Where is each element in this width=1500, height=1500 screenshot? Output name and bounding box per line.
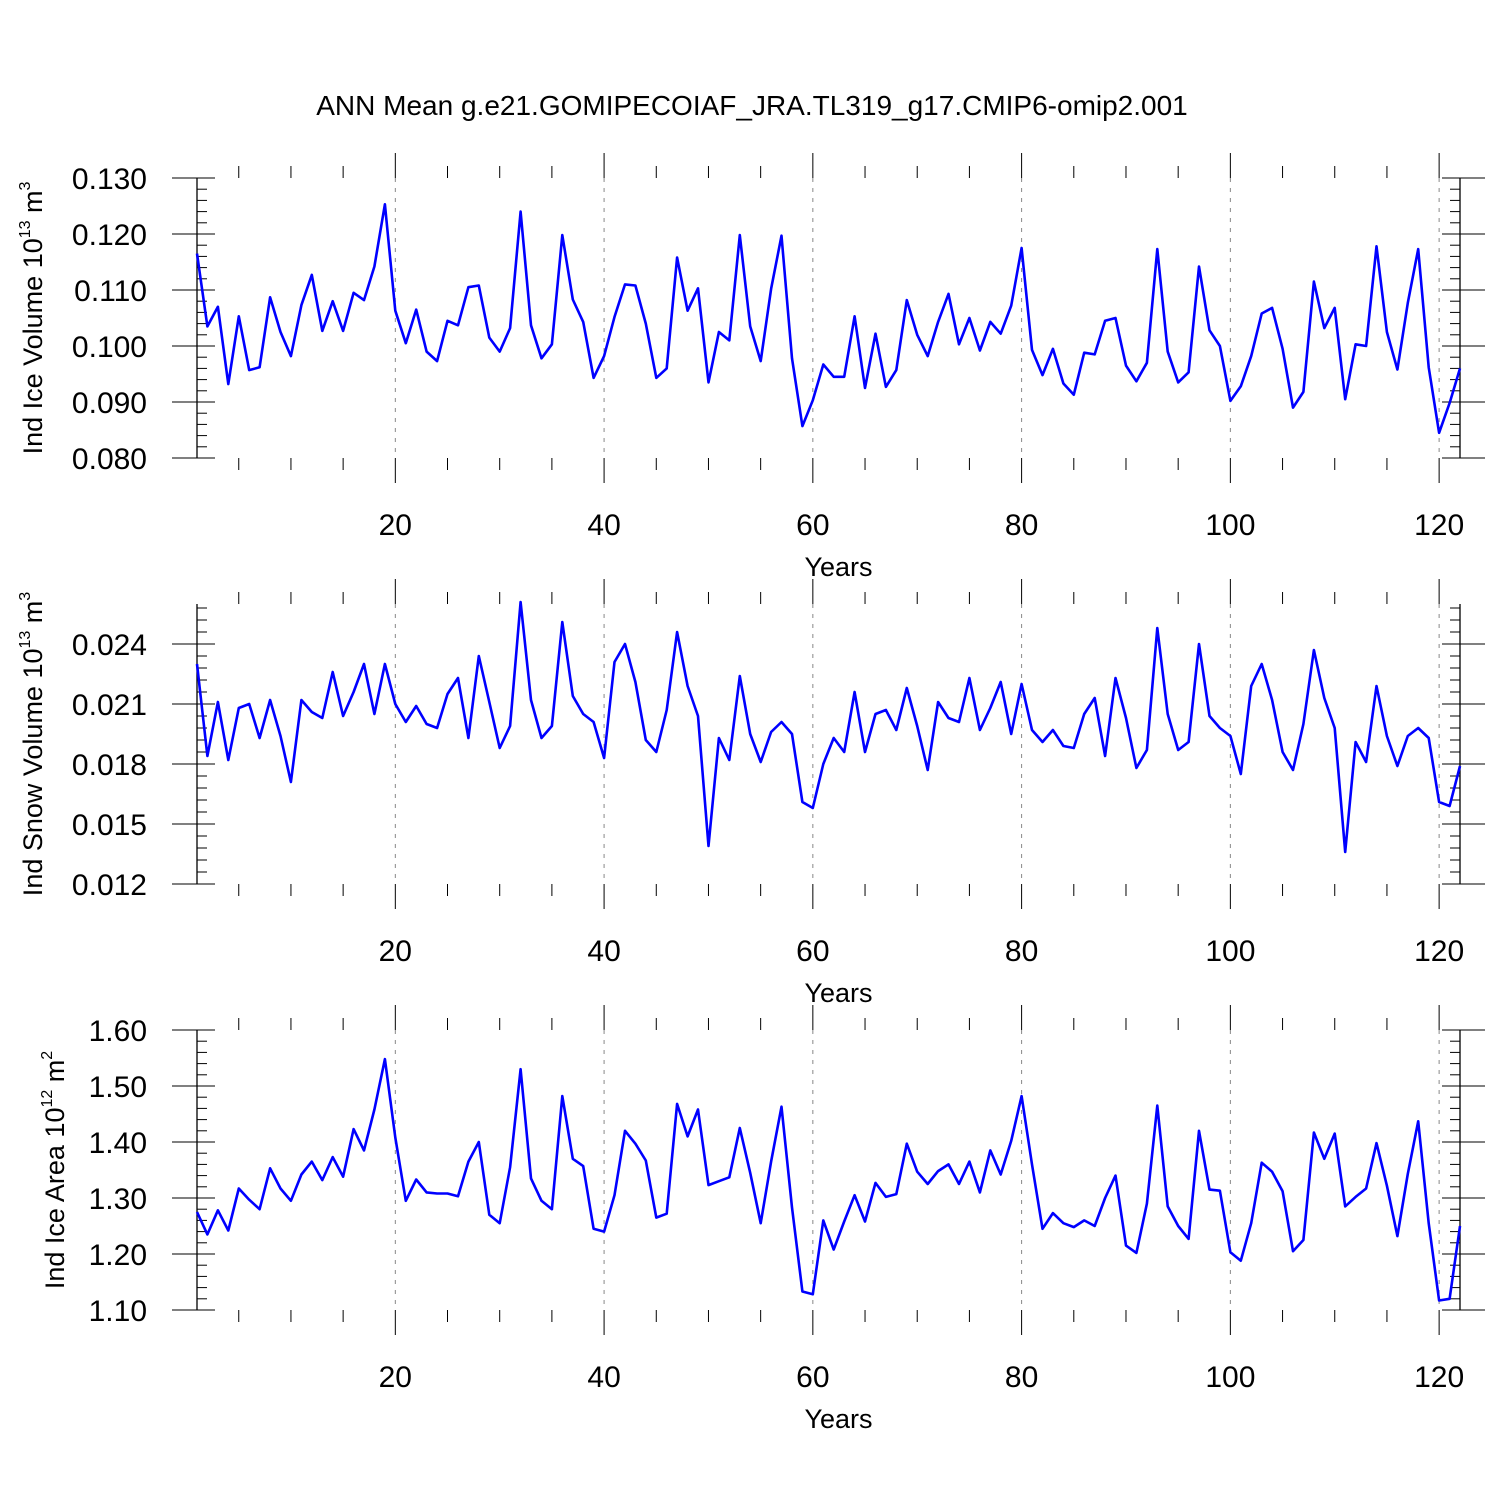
y-label-text: Ind Ice Area 10	[40, 1108, 70, 1290]
x-tick-label: 60	[796, 935, 829, 968]
y-label-unit-exponent: 2	[39, 1051, 56, 1060]
panels: 0.080 0.090 0.100 0.110 0.120 0.130 20 40 60 80 10…	[17, 153, 1485, 1434]
x-tick-label: 40	[587, 1361, 620, 1394]
series-line-ind-snow-volume	[195, 600, 1462, 854]
x-tick-label: 40	[587, 935, 620, 968]
x-tick-label: 80	[1005, 935, 1038, 968]
chart-panel-2: 0.012 0.015 0.018 0.021 0.024 20 40 60 80 100 120 Y…	[17, 579, 1485, 1008]
x-tick-label: 120	[1414, 1361, 1464, 1394]
y-tick-label: 0.021	[72, 689, 147, 722]
y-tick-label: 0.015	[72, 809, 147, 842]
y-label-exponent: 13	[17, 631, 34, 649]
x-tick-label: 100	[1205, 1361, 1255, 1394]
series-line-ind-ice-area	[195, 1057, 1462, 1302]
x-tick-label: 60	[796, 1361, 829, 1394]
y-tick-label: 0.110	[74, 275, 147, 308]
y-axis-label: Ind Ice Volume 1013 m3	[17, 181, 48, 454]
x-axis-label: Years	[804, 978, 872, 1008]
y-tick-label: 1.20	[89, 1239, 147, 1272]
x-tick-label: 40	[587, 509, 620, 542]
y-label-unit-exponent: 3	[17, 181, 34, 190]
x-tick-label: 100	[1205, 509, 1255, 542]
x-tick-label: 60	[796, 509, 829, 542]
x-tick-label: 80	[1005, 509, 1038, 542]
y-tick-label: 1.30	[89, 1183, 147, 1216]
x-tick-label: 80	[1005, 1361, 1038, 1394]
y-label-exponent: 12	[39, 1090, 56, 1108]
x-tick-label: 20	[379, 935, 412, 968]
y-tick-label: 0.018	[72, 749, 147, 782]
y-tick-label: 0.120	[72, 219, 147, 252]
y-tick-label: 1.50	[89, 1071, 147, 1104]
x-axis-label: Years	[804, 552, 872, 582]
figure-title: ANN Mean g.e21.GOMIPECOIAF_JRA.TL319_g17…	[316, 90, 1188, 121]
y-label-exponent: 13	[17, 220, 34, 238]
y-label-unit: m	[40, 1060, 70, 1090]
y-tick-label: 0.100	[72, 331, 147, 364]
y-tick-label: 0.080	[72, 443, 147, 476]
y-tick-label: 1.40	[89, 1127, 147, 1160]
y-label-unit: m	[18, 190, 48, 220]
y-axis-label: Ind Ice Area 1012 m2	[39, 1051, 70, 1289]
chart-panel-3: 1.10 1.20 1.30 1.40 1.50 1.60 20 40 60 80 100 120 Ye…	[39, 1005, 1485, 1434]
y-tick-label: 0.012	[72, 869, 147, 902]
x-tick-label: 120	[1414, 935, 1464, 968]
y-axis-label: Ind Snow Volume 1013 m3	[17, 592, 48, 896]
x-tick-label: 100	[1205, 935, 1255, 968]
y-label-text: Ind Snow Volume 10	[18, 649, 48, 897]
y-label-unit: m	[18, 601, 48, 631]
series-line-ind-ice-volume	[195, 203, 1462, 435]
y-tick-label: 0.090	[72, 387, 147, 420]
y-label-unit-exponent: 3	[17, 592, 34, 601]
x-tick-label: 20	[379, 1361, 412, 1394]
chart-panel-1: 0.080 0.090 0.100 0.110 0.120 0.130 20 40 60 80 10…	[17, 153, 1485, 582]
y-tick-label: 0.024	[72, 629, 147, 662]
y-label-text: Ind Ice Volume 10	[18, 238, 48, 454]
x-tick-label: 20	[379, 509, 412, 542]
y-tick-label: 1.60	[89, 1015, 147, 1048]
y-tick-label: 0.130	[72, 163, 147, 196]
x-tick-label: 120	[1414, 509, 1464, 542]
x-axis-label: Years	[804, 1404, 872, 1434]
y-tick-label: 1.10	[89, 1295, 147, 1328]
